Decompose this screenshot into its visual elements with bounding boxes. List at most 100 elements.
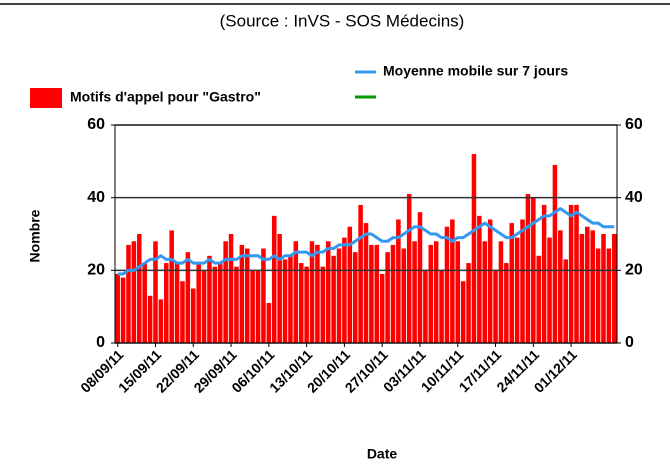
line bbox=[117, 207, 615, 276]
bar bbox=[509, 223, 515, 343]
bar bbox=[579, 234, 585, 343]
bar bbox=[185, 252, 191, 343]
bar bbox=[412, 241, 417, 343]
bar bbox=[164, 263, 169, 343]
bar bbox=[239, 244, 245, 343]
bar bbox=[385, 252, 390, 343]
bar bbox=[142, 263, 147, 343]
bar bbox=[563, 259, 568, 343]
bar bbox=[450, 219, 455, 343]
bar bbox=[315, 244, 320, 343]
y2-tick-label: 20 bbox=[625, 262, 643, 279]
bar bbox=[352, 252, 358, 343]
bar bbox=[406, 194, 412, 343]
bar bbox=[309, 241, 315, 343]
bar bbox=[439, 270, 444, 343]
bar bbox=[471, 154, 477, 343]
bar bbox=[525, 194, 531, 343]
bar bbox=[444, 226, 450, 343]
bar bbox=[158, 299, 164, 343]
bar bbox=[180, 281, 185, 343]
x-axis-label: Date bbox=[367, 446, 398, 462]
bar bbox=[336, 248, 342, 343]
bar bbox=[369, 244, 374, 343]
bar bbox=[201, 270, 207, 343]
bar bbox=[428, 244, 434, 343]
y2-tick-label: 60 bbox=[625, 116, 643, 133]
y-tick-label: 60 bbox=[87, 116, 105, 133]
bar bbox=[228, 234, 234, 343]
bar bbox=[250, 270, 255, 343]
bar bbox=[293, 241, 299, 343]
bar bbox=[325, 241, 331, 343]
bar bbox=[331, 255, 336, 343]
bar bbox=[460, 281, 466, 343]
y-tick-label: 0 bbox=[96, 334, 105, 351]
bar bbox=[137, 234, 142, 343]
bar bbox=[244, 248, 250, 343]
y2-tick-label: 0 bbox=[625, 334, 634, 351]
bar bbox=[423, 270, 428, 343]
bar bbox=[504, 263, 509, 343]
bar bbox=[401, 248, 407, 343]
bar bbox=[498, 241, 504, 343]
bar bbox=[147, 295, 153, 343]
bar bbox=[536, 255, 541, 343]
bar bbox=[191, 288, 196, 343]
bar bbox=[217, 263, 223, 343]
bar bbox=[358, 204, 363, 343]
legend-label: Motifs d'appel pour "Gastro" bbox=[70, 89, 261, 105]
bar bbox=[574, 204, 579, 343]
bar bbox=[585, 226, 590, 343]
bar bbox=[590, 230, 595, 343]
legend-label: Moyenne mobile sur 7 jours bbox=[383, 63, 568, 79]
bar bbox=[131, 241, 137, 343]
bar bbox=[595, 248, 601, 343]
y-axis-label: Nombre bbox=[27, 209, 43, 262]
bar bbox=[552, 164, 558, 343]
bar bbox=[347, 226, 353, 343]
bar bbox=[374, 244, 380, 343]
bar bbox=[390, 244, 396, 343]
y-tick-label: 40 bbox=[87, 189, 105, 206]
bar bbox=[466, 263, 471, 343]
bar bbox=[196, 263, 201, 343]
plot-frame bbox=[114, 124, 618, 344]
bar bbox=[396, 219, 401, 343]
bar bbox=[433, 241, 439, 343]
bar bbox=[363, 223, 369, 343]
bar bbox=[126, 244, 131, 343]
bar bbox=[174, 263, 180, 343]
bar bbox=[277, 234, 282, 343]
bar bbox=[568, 204, 574, 343]
bar bbox=[342, 237, 347, 343]
y-tick-label: 20 bbox=[87, 262, 105, 279]
bar bbox=[266, 303, 272, 343]
bar bbox=[601, 234, 606, 343]
chart-title: (Source : InVS - SOS Médecins) bbox=[220, 11, 465, 30]
bar bbox=[304, 266, 309, 343]
bar bbox=[282, 259, 288, 343]
bar bbox=[477, 215, 482, 343]
bar bbox=[320, 266, 326, 343]
bar bbox=[169, 230, 174, 343]
bar bbox=[271, 215, 277, 343]
bar bbox=[261, 248, 266, 343]
legend-swatch bbox=[30, 88, 62, 108]
bar bbox=[482, 241, 488, 343]
bar bbox=[207, 255, 212, 343]
bar bbox=[606, 248, 612, 343]
bar bbox=[223, 241, 228, 343]
bar bbox=[212, 266, 218, 343]
bar bbox=[298, 263, 304, 343]
bar bbox=[612, 234, 617, 343]
bar bbox=[487, 219, 493, 343]
y2-tick-label: 40 bbox=[625, 189, 643, 206]
bar bbox=[514, 237, 520, 343]
bar bbox=[379, 273, 385, 343]
bar bbox=[547, 237, 552, 343]
bar bbox=[541, 204, 547, 343]
bar bbox=[493, 270, 498, 343]
bar bbox=[455, 241, 461, 343]
